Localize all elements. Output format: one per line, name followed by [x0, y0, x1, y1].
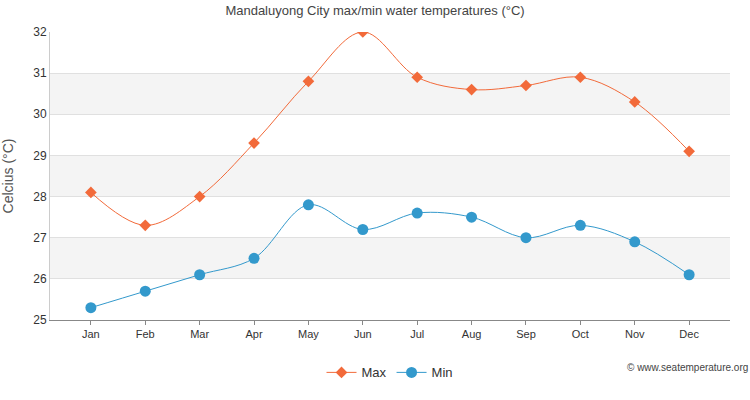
svg-text:Dec: Dec: [679, 328, 699, 340]
svg-text:© www.seatemperature.org: © www.seatemperature.org: [627, 362, 748, 373]
svg-text:28: 28: [33, 190, 47, 204]
svg-text:Max: Max: [362, 365, 387, 380]
svg-text:26: 26: [33, 272, 47, 286]
svg-text:27: 27: [33, 231, 47, 245]
svg-text:Jan: Jan: [82, 328, 100, 340]
svg-text:Oct: Oct: [572, 328, 589, 340]
svg-text:Feb: Feb: [136, 328, 155, 340]
svg-text:32: 32: [33, 25, 47, 39]
svg-text:Celcius (°C): Celcius (°C): [0, 139, 16, 214]
svg-text:31: 31: [33, 66, 47, 80]
svg-text:Mar: Mar: [190, 328, 209, 340]
svg-text:Jul: Jul: [410, 328, 424, 340]
svg-text:Min: Min: [432, 365, 453, 380]
svg-text:Nov: Nov: [625, 328, 645, 340]
svg-text:Jun: Jun: [354, 328, 372, 340]
svg-text:Apr: Apr: [245, 328, 262, 340]
svg-text:30: 30: [33, 107, 47, 121]
svg-text:29: 29: [33, 149, 47, 163]
svg-text:Sep: Sep: [516, 328, 536, 340]
svg-text:25: 25: [33, 313, 47, 327]
svg-text:May: May: [298, 328, 319, 340]
svg-text:Mandaluyong City max/min water: Mandaluyong City max/min water temperatu…: [225, 3, 524, 18]
svg-text:Aug: Aug: [462, 328, 482, 340]
